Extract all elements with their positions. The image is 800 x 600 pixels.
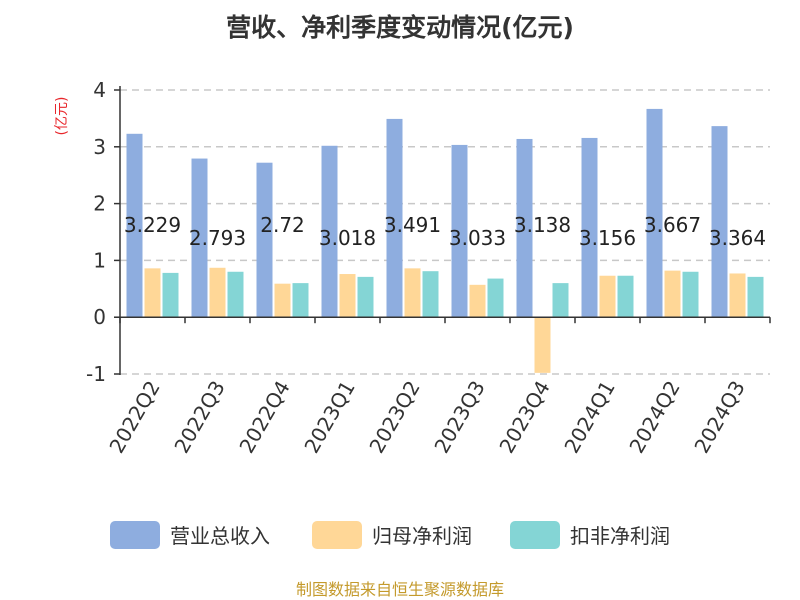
data-labels-layer: 3.229 2.793 2.72 3.018 3.491 3.033 3.138 3.156 3…	[124, 213, 766, 250]
x-tick-label: 2022Q2	[104, 377, 164, 458]
legend-swatch	[510, 521, 560, 549]
bar-营业总收入-2022Q2	[126, 133, 143, 318]
legend-swatch	[312, 521, 362, 549]
x-tick-label: 2024Q2	[624, 377, 684, 458]
y-unit-label: (亿元)	[54, 97, 70, 136]
x-tick-label: 2022Q3	[169, 377, 229, 458]
bar-营业总收入-2023Q1	[321, 145, 338, 318]
bar-扣非净利润-2023Q1	[357, 276, 374, 318]
bar-扣非净利润-2024Q3	[747, 276, 764, 318]
bar-扣非净利润-2022Q2	[162, 272, 179, 318]
bar-扣非净利润-2022Q4	[292, 283, 309, 318]
x-tick-label: 2023Q2	[364, 377, 424, 458]
bar-扣非净利润-2023Q3	[487, 278, 504, 318]
data-label: 3.229	[124, 213, 181, 237]
bar-归母净利润-2022Q3	[209, 267, 226, 318]
bar-扣非净利润-2023Q2	[422, 271, 439, 318]
bar-营业总收入-2024Q2	[646, 108, 663, 318]
y-tick-label: 3	[93, 135, 106, 159]
bar-扣非净利润-2024Q2	[682, 271, 699, 318]
bar-营业总收入-2024Q1	[581, 137, 598, 318]
bar-扣非净利润-2023Q4	[552, 283, 569, 318]
legend-label: 归母净利润	[372, 524, 472, 548]
data-label: 2.793	[189, 226, 246, 250]
bar-营业总收入-2022Q3	[191, 158, 208, 318]
y-tick-label: 2	[93, 192, 106, 216]
bar-扣非净利润-2024Q1	[617, 275, 634, 318]
bar-营业总收入-2023Q2	[386, 118, 403, 318]
chart-title: 营收、净利季度变动情况(亿元)	[226, 13, 574, 42]
bar-营业总收入-2022Q4	[256, 162, 273, 318]
legend: 营业总收入 归母净利润 扣非净利润	[110, 521, 670, 549]
bars-layer	[126, 108, 764, 373]
bar-扣非净利润-2022Q3	[227, 271, 244, 318]
x-tick-label: 2023Q4	[494, 377, 554, 458]
y-tick-label: -1	[86, 362, 106, 386]
bar-归母净利润-2024Q3	[729, 273, 746, 318]
y-tick-label: 1	[93, 248, 106, 272]
bar-归母净利润-2023Q2	[404, 268, 421, 318]
data-label: 3.033	[449, 226, 506, 250]
y-tick-label: 0	[93, 305, 106, 329]
data-label: 3.138	[514, 213, 571, 237]
bar-归母净利润-2023Q3	[469, 284, 486, 318]
bar-营业总收入-2023Q4	[516, 138, 533, 318]
bar-归母净利润-2022Q4	[274, 283, 291, 318]
legend-label: 营业总收入	[170, 524, 270, 548]
x-tick-label: 2024Q3	[689, 377, 749, 458]
data-label: 3.018	[319, 226, 376, 250]
bar-归母净利润-2023Q1	[339, 274, 356, 318]
legend-label: 扣非净利润	[570, 524, 670, 548]
x-tick-label: 2024Q1	[559, 377, 619, 458]
data-label: 3.364	[709, 226, 766, 250]
x-tick-label: 2023Q1	[299, 377, 359, 458]
bar-归母净利润-2023Q4	[534, 317, 551, 373]
bar-归母净利润-2022Q2	[144, 268, 161, 318]
data-label: 3.156	[579, 226, 636, 250]
x-tick-label: 2023Q3	[429, 377, 489, 458]
bar-归母净利润-2024Q1	[599, 275, 616, 318]
data-label: 3.491	[384, 213, 441, 237]
data-label: 3.667	[644, 213, 701, 237]
bar-营业总收入-2023Q3	[451, 144, 468, 318]
legend-swatch	[110, 521, 160, 549]
y-tick-label: 4	[93, 78, 106, 102]
bar-营业总收入-2024Q3	[711, 126, 728, 318]
source-note: 制图数据来自恒生聚源数据库	[296, 580, 504, 599]
bar-归母净利润-2024Q2	[664, 270, 681, 318]
x-tick-label: 2022Q4	[234, 377, 294, 458]
data-label: 2.72	[260, 213, 305, 237]
